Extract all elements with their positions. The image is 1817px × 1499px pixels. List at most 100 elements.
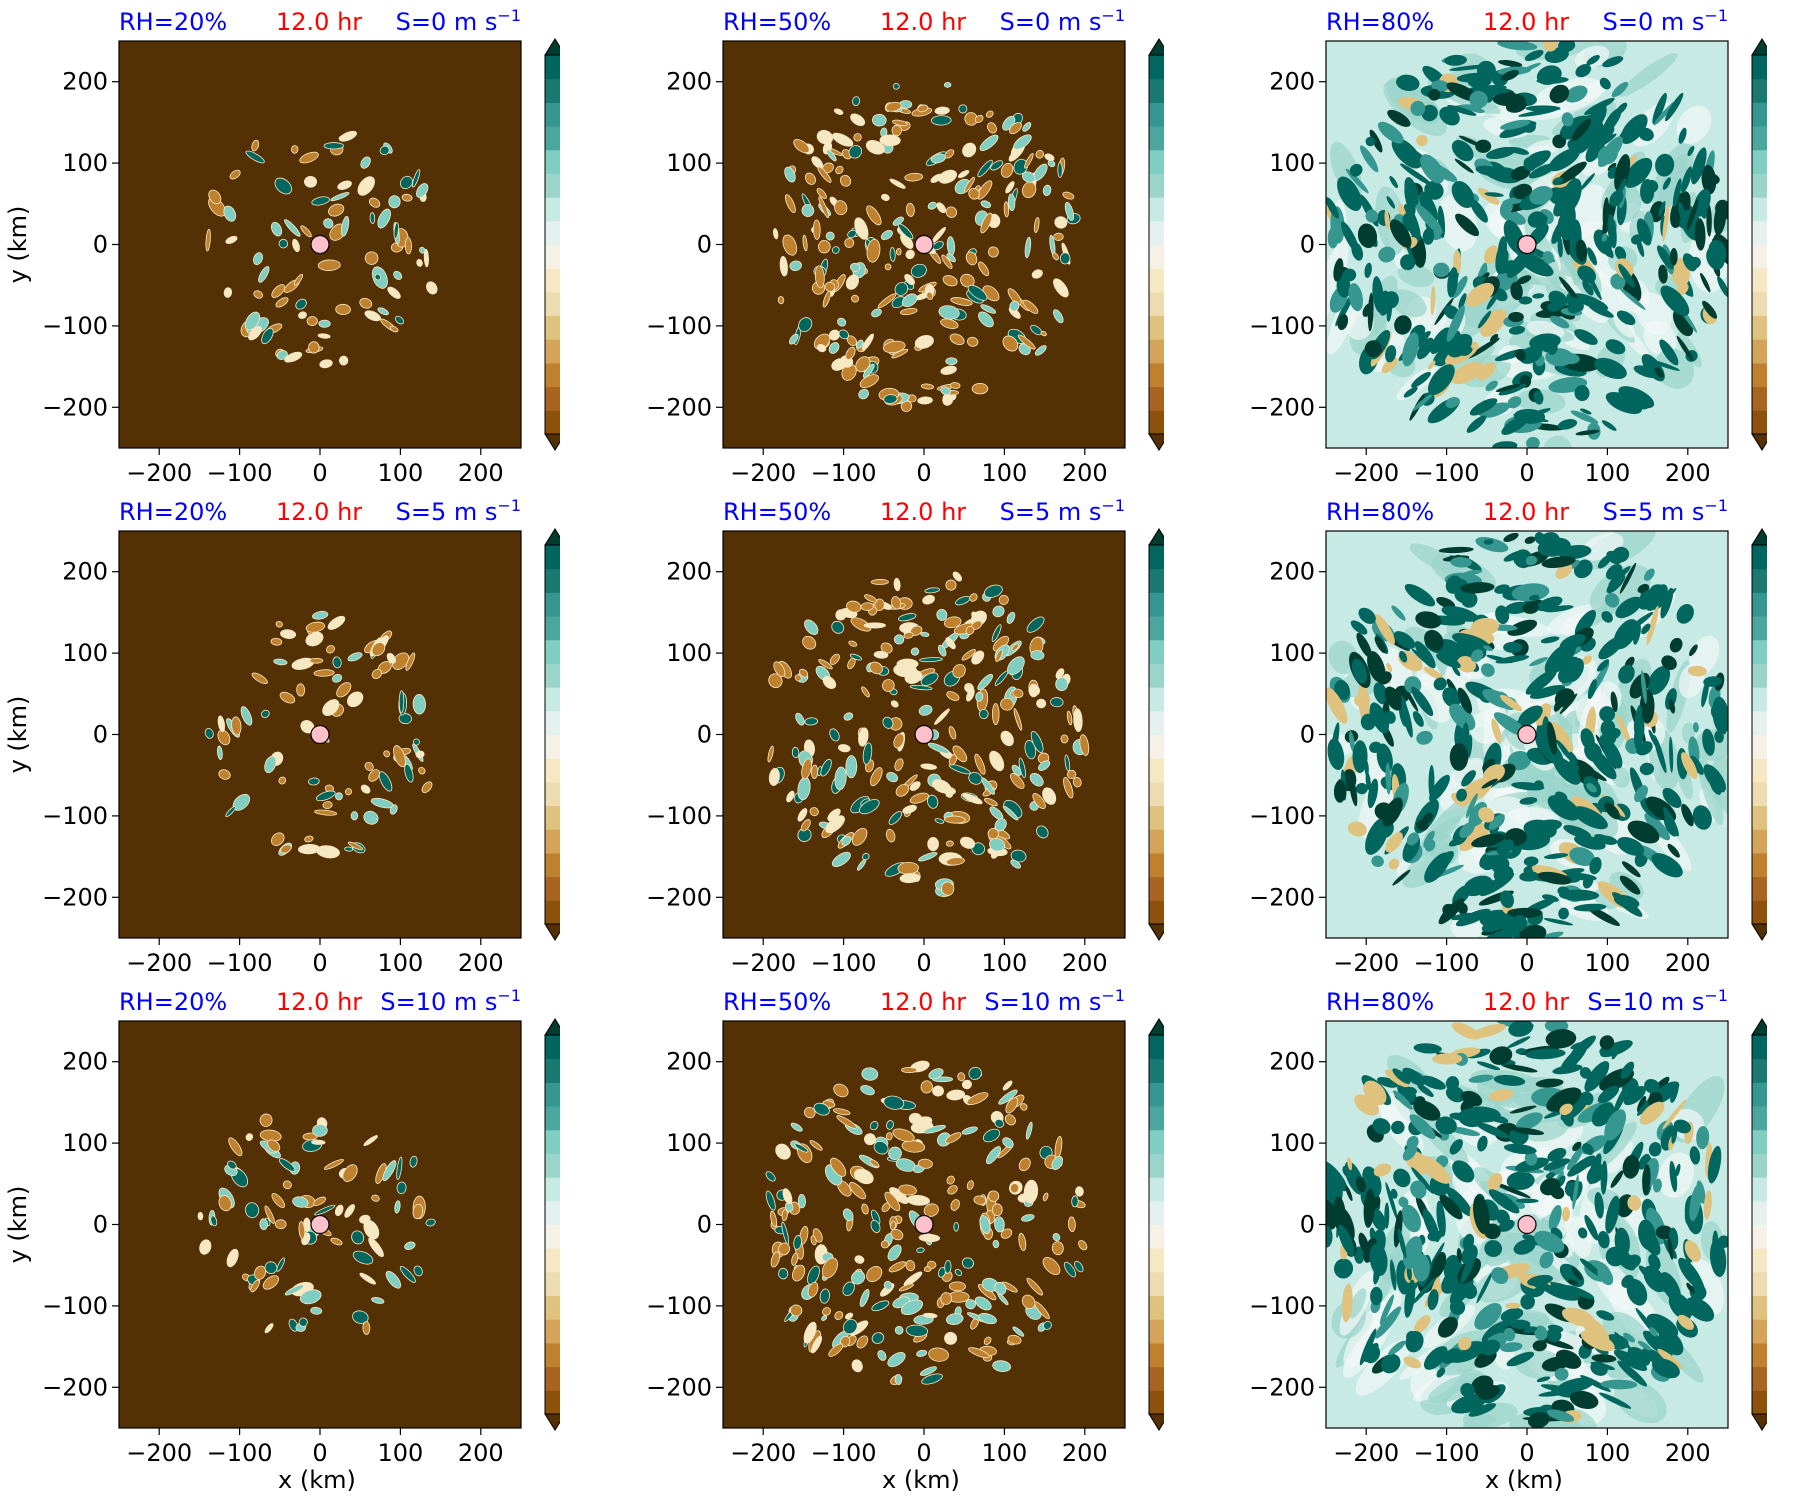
humidity-cell	[811, 156, 824, 169]
humidity-cell	[1483, 764, 1505, 784]
colorbar-segment	[1752, 149, 1767, 174]
colorbar-segment	[1149, 291, 1164, 317]
humidity-cell	[945, 840, 954, 847]
panel-time-label: 12.0 hr	[276, 988, 363, 1016]
humidity-cell	[423, 248, 429, 268]
humidity-cell	[1529, 594, 1540, 601]
humidity-cell	[264, 1261, 278, 1275]
humidity-cell	[964, 112, 978, 126]
humidity-cell	[1423, 1346, 1448, 1370]
colorbar-segment	[545, 1058, 560, 1083]
humidity-cell	[800, 819, 811, 832]
colorbar-segment	[545, 1366, 560, 1391]
colorbar-extend-top	[1148, 38, 1164, 56]
humidity-cell	[1564, 85, 1588, 103]
humidity-cell	[1397, 1083, 1417, 1103]
panel-time-label: 12.0 hr	[1483, 498, 1570, 526]
colorbar-segment	[545, 1224, 560, 1249]
humidity-cell	[280, 844, 292, 854]
panel-1: RH=20% 12.0 hr S=0 m s−1 −200 −100 0 100 200 −20…	[0, 8, 560, 488]
humidity-cell	[1582, 280, 1594, 296]
humidity-cell	[793, 139, 810, 154]
colorbar-segment	[1149, 568, 1164, 593]
humidity-cell	[360, 784, 371, 794]
humidity-cell	[903, 632, 914, 639]
y-tick-label: 0	[697, 231, 712, 259]
humidity-cell	[1483, 245, 1499, 265]
humidity-cell	[1492, 441, 1518, 448]
x-tick-label: 200	[1665, 949, 1711, 977]
humidity-cell	[1363, 1080, 1387, 1106]
panel-plot: −200−1000100200−200−10001002006064687276…	[646, 1018, 1164, 1467]
humidity-cell	[802, 635, 817, 650]
humidity-cell	[1529, 657, 1548, 667]
humidity-cell	[1498, 383, 1527, 396]
humidity-cell	[977, 673, 994, 691]
colorbar-extend-top	[1148, 1018, 1164, 1036]
humidity-cell	[1590, 1361, 1608, 1376]
humidity-cell	[1534, 1325, 1548, 1341]
humidity-cell	[1348, 773, 1358, 807]
y-tick-label: 200	[62, 68, 108, 96]
colorbar-segment	[545, 339, 560, 364]
humidity-cell	[791, 746, 800, 759]
humidity-cell	[870, 1219, 881, 1233]
humidity-cell	[1467, 337, 1500, 359]
colorbar-segment	[1149, 639, 1164, 664]
colorbar-segment	[1149, 900, 1164, 925]
humidity-cell	[1546, 1087, 1582, 1112]
humidity-cell	[1447, 105, 1477, 116]
humidity-cell	[364, 251, 379, 265]
humidity-cell	[1005, 181, 1015, 194]
humidity-cell	[1439, 106, 1460, 126]
humidity-cell	[323, 142, 344, 150]
humidity-cell	[859, 1288, 870, 1308]
humidity-cell	[961, 648, 976, 661]
humidity-cell	[1466, 415, 1487, 433]
humidity-cell	[253, 252, 263, 266]
humidity-cell	[328, 203, 345, 217]
humidity-cell	[330, 192, 350, 202]
panel-time-label: 12.0 hr	[276, 8, 363, 36]
humidity-cell	[1403, 386, 1418, 398]
humidity-cell	[1459, 777, 1493, 804]
humidity-cell	[327, 615, 346, 630]
x-tick-label: 100	[981, 459, 1027, 487]
humidity-cell	[1658, 201, 1666, 217]
humidity-cell	[1373, 1260, 1382, 1285]
humidity-cell	[991, 703, 1000, 726]
humidity-cell	[1449, 1276, 1474, 1305]
humidity-cell	[812, 219, 821, 240]
humidity-cell	[1649, 1327, 1658, 1337]
y-tick-label: 0	[697, 1211, 712, 1239]
humidity-cell	[957, 170, 970, 179]
humidity-cell	[1525, 1048, 1566, 1060]
humidity-cell	[839, 174, 852, 187]
humidity-cell	[1057, 162, 1063, 178]
humidity-cell	[871, 308, 882, 318]
humidity-cell	[1549, 315, 1570, 329]
humidity-cell	[807, 1265, 820, 1285]
humidity-cell	[822, 1307, 831, 1316]
humidity-cell	[1467, 84, 1507, 93]
humidity-cell	[978, 708, 989, 720]
humidity-cell	[334, 1204, 344, 1216]
humidity-cell	[862, 853, 870, 861]
humidity-cell	[1341, 1283, 1353, 1323]
humidity-cell	[1619, 287, 1646, 310]
colorbar-segment	[1149, 876, 1164, 901]
humidity-cell	[991, 1203, 1003, 1217]
humidity-cell	[1639, 762, 1655, 776]
colorbar-segment	[1149, 1295, 1164, 1320]
humidity-cell	[229, 169, 241, 180]
humidity-cell	[1694, 218, 1706, 251]
humidity-cell	[1670, 247, 1678, 266]
humidity-cell	[226, 1248, 239, 1268]
humidity-cell	[1606, 550, 1622, 565]
humidity-cell	[1036, 698, 1047, 709]
humidity-cell	[882, 340, 906, 354]
colorbar-segment	[1149, 734, 1164, 759]
x-axis-label-col2: x (km)	[882, 1466, 960, 1494]
humidity-cell	[1550, 722, 1574, 754]
colorbar-segment	[1752, 1319, 1767, 1344]
